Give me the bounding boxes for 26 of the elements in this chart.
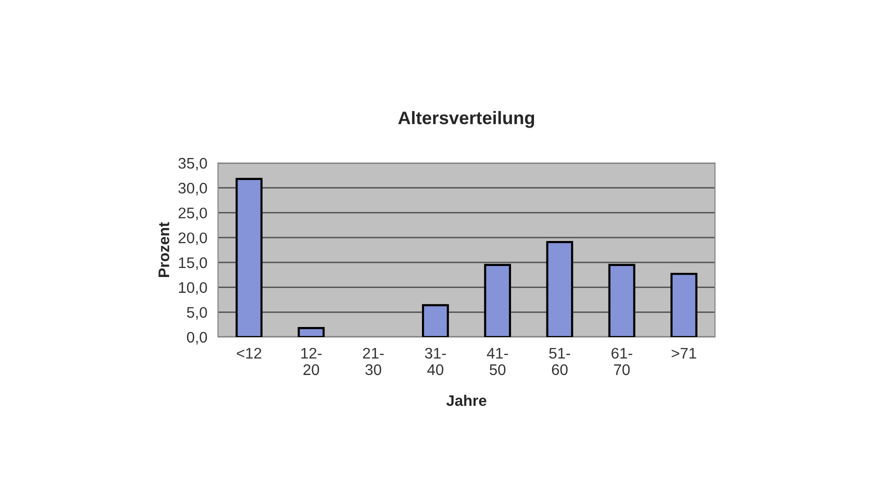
bar <box>670 272 698 337</box>
y-tick-label: 30,0 <box>178 182 207 196</box>
x-tick-label: 12- 20 <box>301 348 322 376</box>
bar <box>546 241 574 337</box>
y-tick-label: 15,0 <box>179 257 207 270</box>
x-tick-label: 61- 70 <box>612 348 632 376</box>
y-axis-title: Prozent <box>158 222 170 277</box>
chart-title: Altersverteilung <box>398 111 534 128</box>
bar <box>236 178 263 337</box>
x-tick-label: 51- 60 <box>549 348 570 376</box>
y-tick-label: 5,0 <box>186 307 207 320</box>
x-axis-title: Jahre <box>446 394 486 406</box>
y-tick-label: 0,0 <box>186 332 207 344</box>
x-tick-label: 21- 30 <box>363 348 384 376</box>
x-tick-label: 41- 50 <box>486 348 508 376</box>
bar <box>608 264 636 337</box>
x-tick-label: <12 <box>236 348 262 358</box>
y-tick-label: 20,0 <box>178 232 207 246</box>
x-tick-label: >71 <box>672 348 696 358</box>
y-tick-label: 25,0 <box>178 208 207 220</box>
y-tick-label: 10,0 <box>179 282 207 295</box>
bar <box>422 304 449 337</box>
x-tick-label: 31- 40 <box>424 348 446 376</box>
y-tick-label: 35,0 <box>178 158 207 170</box>
bar <box>484 264 512 337</box>
bar <box>298 327 325 337</box>
